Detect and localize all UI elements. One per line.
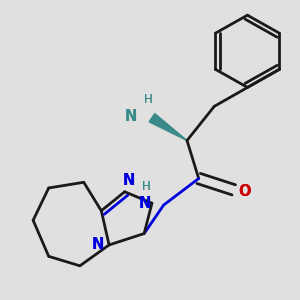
Text: H: H [144,93,152,106]
Text: N: N [139,196,151,211]
Polygon shape [149,114,187,140]
Text: H: H [142,180,151,193]
Text: H: H [144,93,152,106]
Text: H: H [142,180,151,193]
Text: N: N [122,173,135,188]
Text: N: N [139,196,151,211]
Text: N: N [124,109,137,124]
Text: N: N [92,237,104,252]
Text: O: O [238,184,251,199]
Text: N: N [92,237,104,252]
Text: O: O [238,184,251,199]
Text: N: N [124,109,137,124]
Text: N: N [122,173,135,188]
